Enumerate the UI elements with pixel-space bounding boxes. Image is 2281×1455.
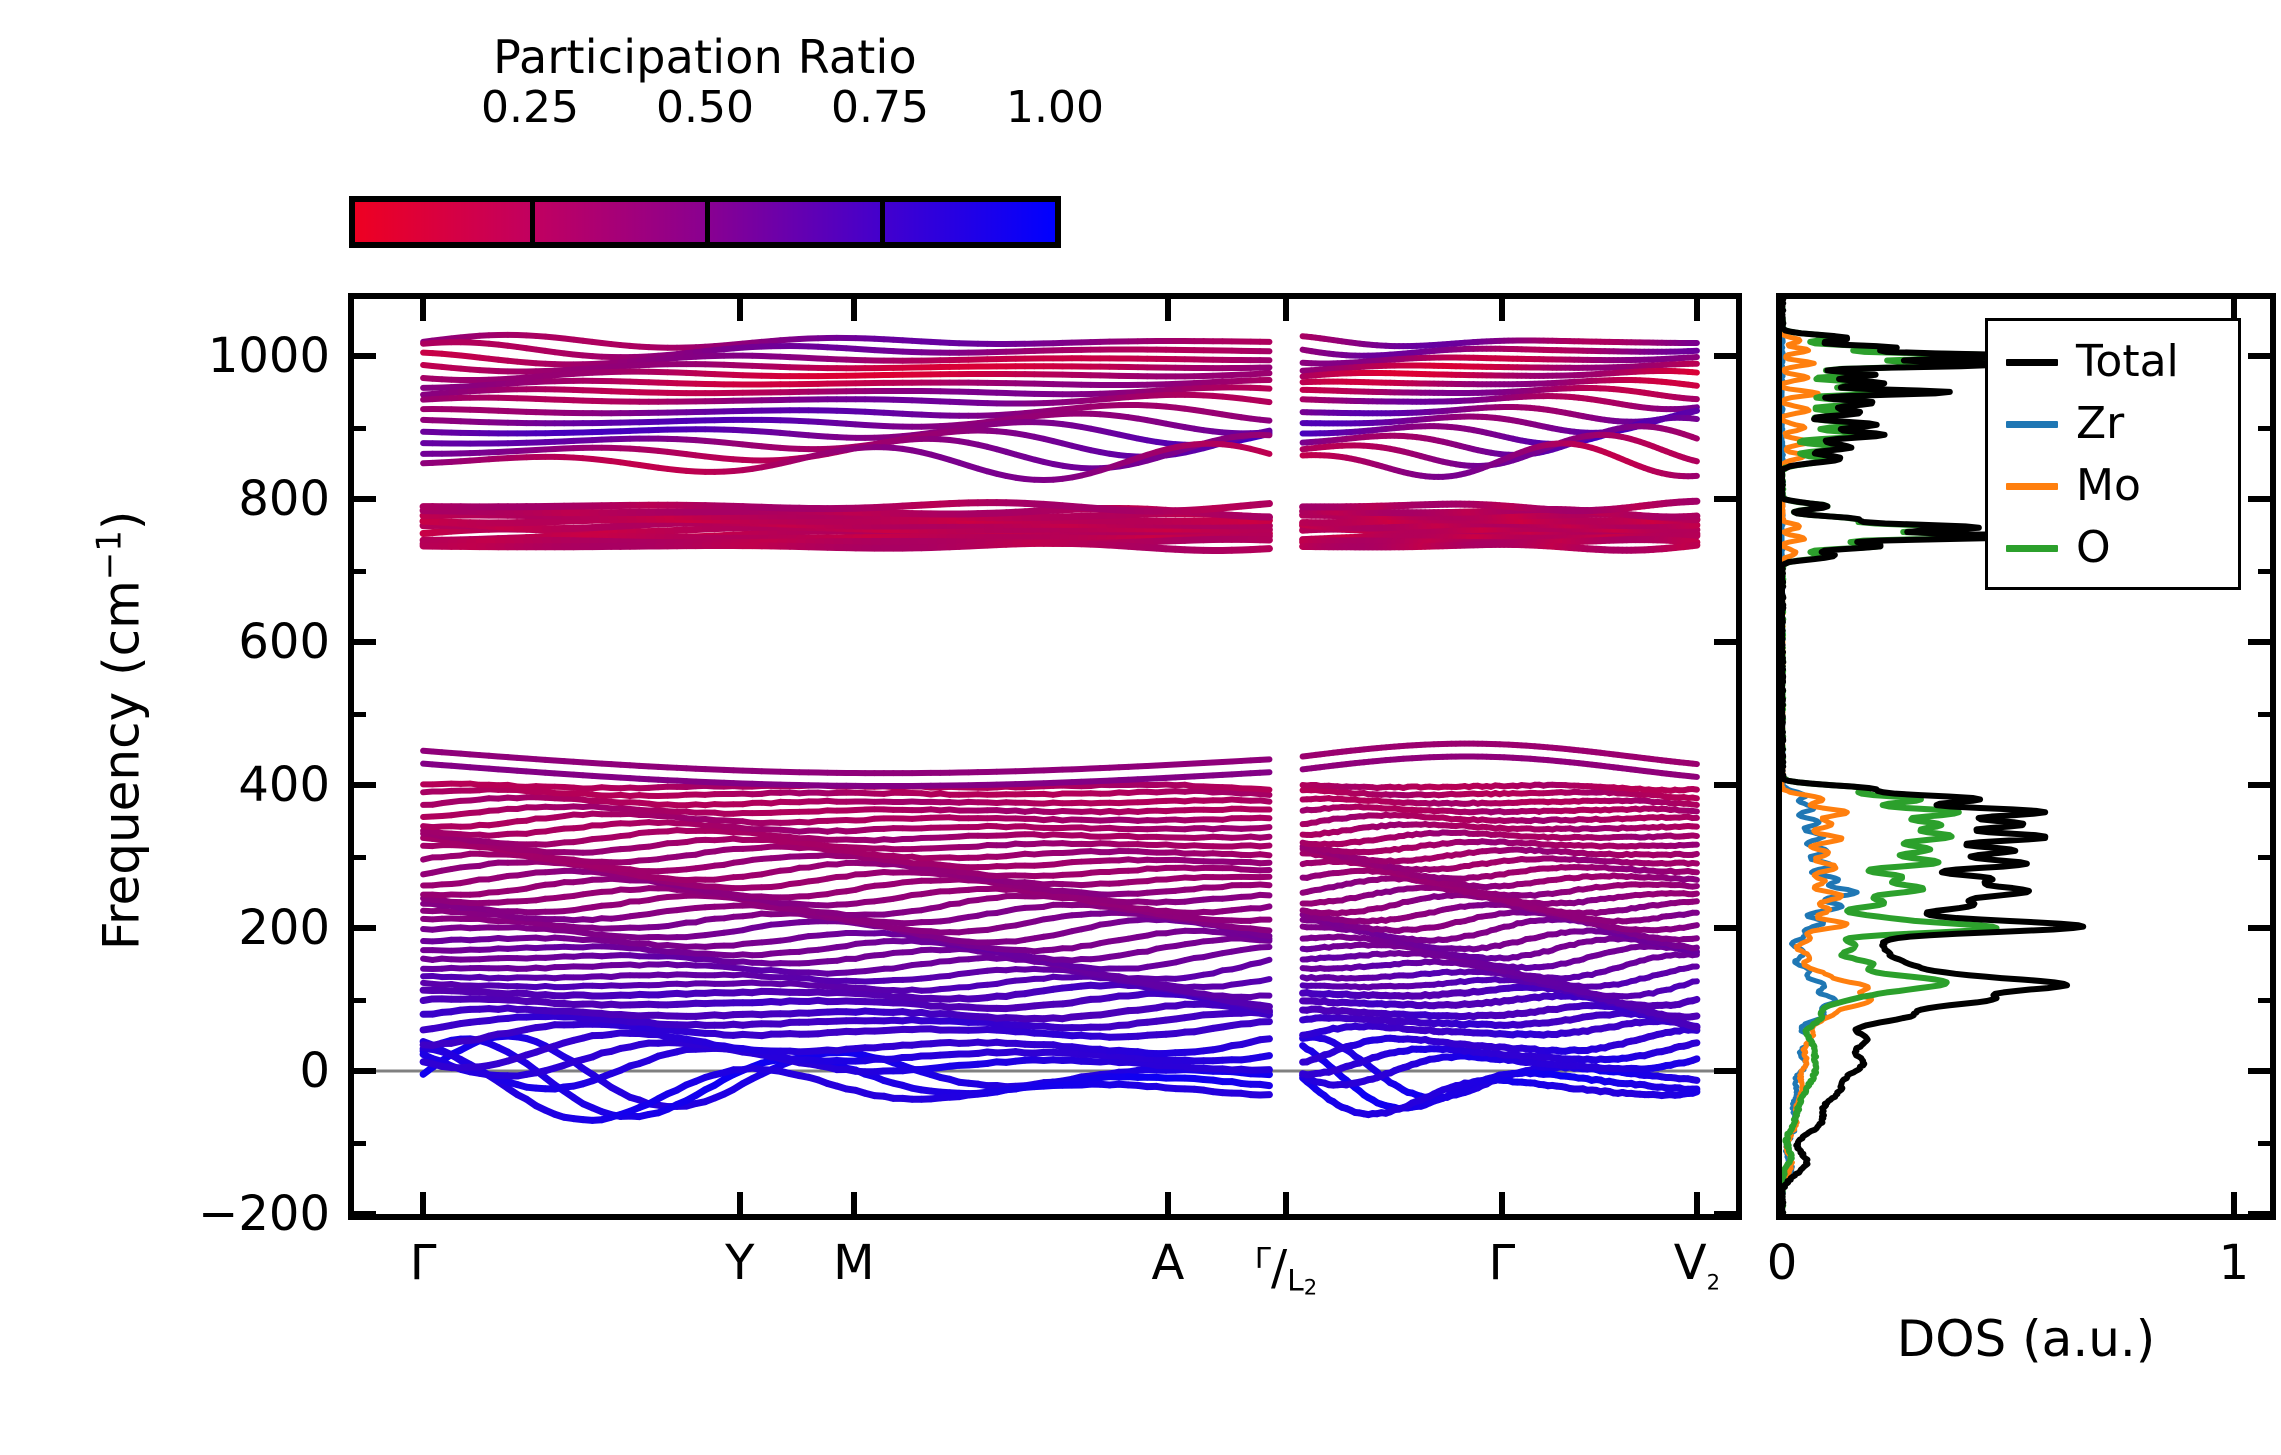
colorbar-tick-label: 0.75 xyxy=(831,82,929,133)
colorbar-tick-label: 0.25 xyxy=(481,82,579,133)
y-tick-label: 800 xyxy=(238,471,330,528)
y-tick-label: 200 xyxy=(238,900,330,957)
y-axis-tick-labels: 1000 800 600 400 200 0 −200 xyxy=(0,0,330,1455)
band-segment xyxy=(1256,1052,1273,1061)
y-tick-label: 1000 xyxy=(207,328,330,385)
participation-ratio-colorbar xyxy=(349,196,1061,248)
band-segment xyxy=(1256,1080,1273,1090)
colorbar-title: Participation Ratio xyxy=(493,30,917,84)
colorbar-tick-label: 1.00 xyxy=(1006,82,1104,133)
band-segment xyxy=(1689,1088,1701,1097)
colorbar-tick-mark xyxy=(530,202,535,242)
y-tick-label: 0 xyxy=(299,1043,330,1100)
band-segment xyxy=(1689,1055,1701,1064)
band-segment xyxy=(1689,1022,1701,1031)
y-tick-label: 400 xyxy=(238,757,330,814)
colorbar-tick-labels: 0.25 0.50 0.75 1.00 xyxy=(355,82,1104,133)
band-segment xyxy=(1689,1076,1701,1084)
band-segment xyxy=(1256,1035,1273,1044)
band-segment xyxy=(1256,1005,1273,1015)
y-tick-label: 600 xyxy=(238,614,330,671)
colorbar-tick-mark xyxy=(705,202,710,242)
band-structure-panel xyxy=(348,293,1742,1220)
band-segment xyxy=(1689,1039,1701,1047)
colorbar-tick-mark xyxy=(880,202,885,242)
band-structure-plot xyxy=(354,331,1736,1124)
band-segment xyxy=(1256,1070,1273,1079)
y-tick-label: −200 xyxy=(198,1186,330,1242)
band-segment xyxy=(1256,1001,1273,1011)
colorbar-tick-label: 0.50 xyxy=(656,82,754,133)
band-segment xyxy=(1689,1012,1701,1021)
